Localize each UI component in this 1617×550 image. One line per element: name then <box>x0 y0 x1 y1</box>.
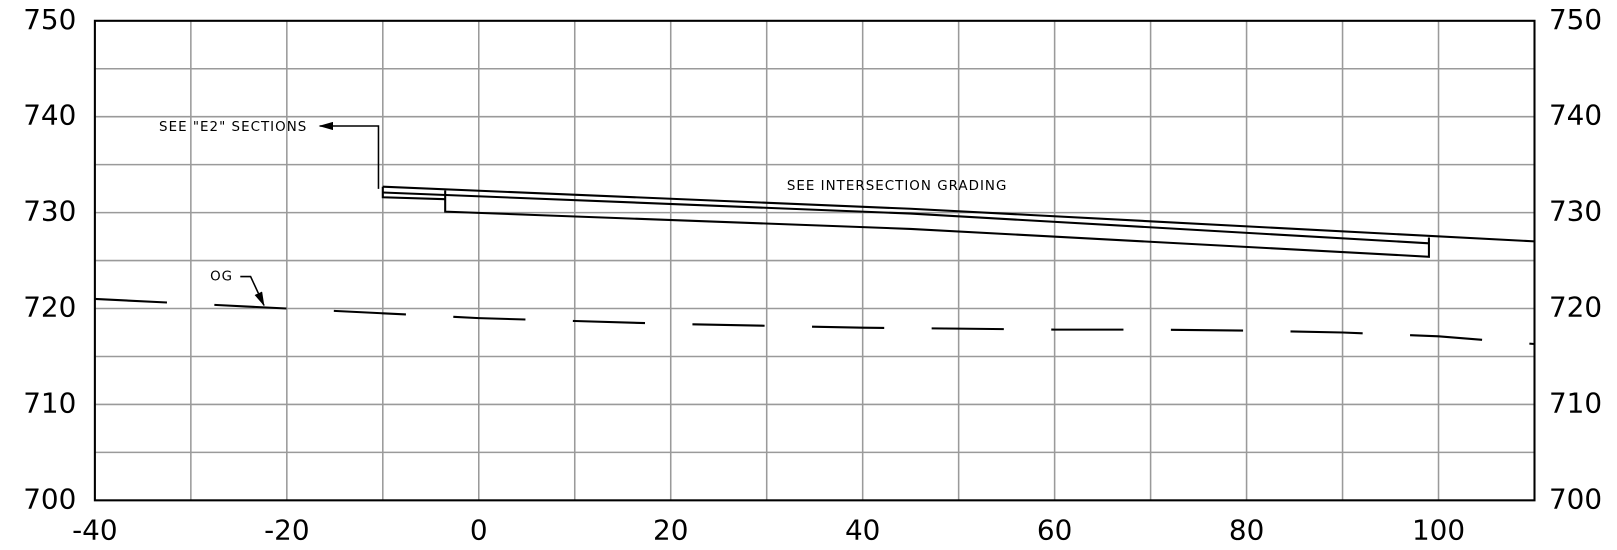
x-tick-label: -40 <box>72 513 117 546</box>
y-tick-label: 740 <box>23 99 76 132</box>
y-tick-label: 730 <box>23 195 76 228</box>
y-tick-label-right: 710 <box>1549 386 1602 419</box>
x-tick-label: 80 <box>1229 513 1264 546</box>
x-tick-label: 20 <box>653 513 688 546</box>
y-tick-label-right: 730 <box>1549 195 1602 228</box>
profile-line <box>444 190 1430 258</box>
annotation: SEE INTERSECTION GRADING <box>787 179 1008 194</box>
y-tick-label-right: 700 <box>1549 482 1602 515</box>
profile-line <box>382 191 1429 245</box>
grid <box>93 19 1536 502</box>
dashed-line <box>94 297 1535 346</box>
series-label: OG <box>210 270 233 285</box>
y-tick-label: 750 <box>23 3 76 36</box>
y-tick-label-right: 740 <box>1549 99 1602 132</box>
lines <box>94 185 1535 346</box>
y-tick-label: 720 <box>23 291 76 324</box>
y-tick-label: 710 <box>23 386 76 419</box>
leader-line <box>240 275 265 307</box>
x-tick-label: 40 <box>845 513 880 546</box>
x-tick-label: 0 <box>470 513 488 546</box>
plot-frame <box>93 19 1536 502</box>
x-tick-label: -20 <box>264 513 309 546</box>
x-tick-label: 60 <box>1037 513 1072 546</box>
y-tick-label-right: 750 <box>1549 3 1602 36</box>
profile-line <box>381 186 446 201</box>
y-tick-label-right: 720 <box>1549 291 1602 324</box>
profile-line <box>382 185 1535 243</box>
y-tick-label: 700 <box>23 482 76 515</box>
x-tick-label: 100 <box>1412 513 1465 546</box>
annotation: SEE "E2" SECTIONS <box>159 120 307 135</box>
leader-line <box>318 121 380 189</box>
labels: 700 700 710 710 720 720 730 730 740 740 750 750 -40 -… <box>23 3 1602 546</box>
